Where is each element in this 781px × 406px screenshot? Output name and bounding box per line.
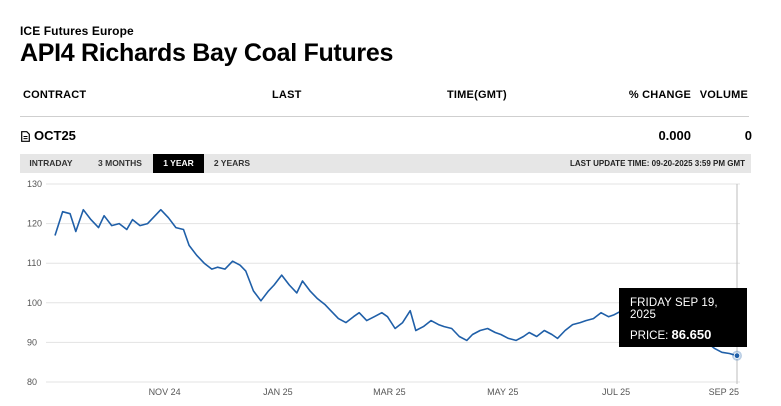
column-header-volume: VOLUME <box>699 89 748 101</box>
price-tooltip: FRIDAY SEP 19, 2025 PRICE: 86.650 <box>619 288 747 347</box>
y-tick-label: 110 <box>27 258 41 268</box>
change-value: 0.000 <box>658 128 691 143</box>
x-tick-label: SEP 25 <box>709 387 739 397</box>
page-title: API4 Richards Bay Coal Futures <box>20 39 394 67</box>
tab-intraday[interactable]: INTRADAY <box>29 158 73 168</box>
document-icon <box>21 131 30 142</box>
exchange-name: ICE Futures Europe <box>20 24 134 38</box>
x-tick-label: JAN 25 <box>263 387 293 397</box>
tooltip-price-value: 86.650 <box>671 327 712 342</box>
column-header-time: TIME(GMT) <box>447 89 507 101</box>
contract-symbol: OCT25 <box>34 128 76 143</box>
x-tick-label: NOV 24 <box>149 387 181 397</box>
column-header-last: LAST <box>272 89 302 101</box>
tab-3-months[interactable]: 3 MONTHS <box>98 158 142 168</box>
volume-value: 0 <box>744 128 752 143</box>
y-tick-label: 130 <box>27 179 42 189</box>
last-update-time: LAST UPDATE TIME: 09-20-2025 3:59 PM GMT <box>570 159 745 168</box>
y-tick-label: 80 <box>27 377 37 387</box>
column-header-contract: CONTRACT <box>23 89 87 101</box>
tooltip-price-label: PRICE: <box>630 330 669 342</box>
tooltip-date: FRIDAY SEP 19, 2025 <box>630 297 718 321</box>
y-tick-label: 100 <box>27 298 42 308</box>
x-tick-label: MAR 25 <box>373 387 406 397</box>
contract-cell[interactable]: OCT25 <box>21 128 76 143</box>
y-tick-label: 120 <box>27 219 42 229</box>
table-divider <box>20 116 749 117</box>
highlight-point <box>733 352 741 359</box>
tab-1-year[interactable]: 1 YEAR <box>153 154 204 173</box>
x-tick-label: JUL 25 <box>602 387 630 397</box>
column-header-change: % CHANGE <box>628 89 691 101</box>
page-header: ICE Futures Europe API4 Richards Bay Coa… <box>20 24 393 68</box>
y-tick-label: 90 <box>27 337 37 347</box>
tab-2-years[interactable]: 2 YEARS <box>213 158 251 168</box>
range-tab-bar: INTRADAY 3 MONTHS 1 YEAR 2 YEARS LAST UP… <box>20 154 751 173</box>
tooltip-price: PRICE: 86.650 <box>630 327 736 342</box>
x-tick-label: MAY 25 <box>487 387 518 397</box>
